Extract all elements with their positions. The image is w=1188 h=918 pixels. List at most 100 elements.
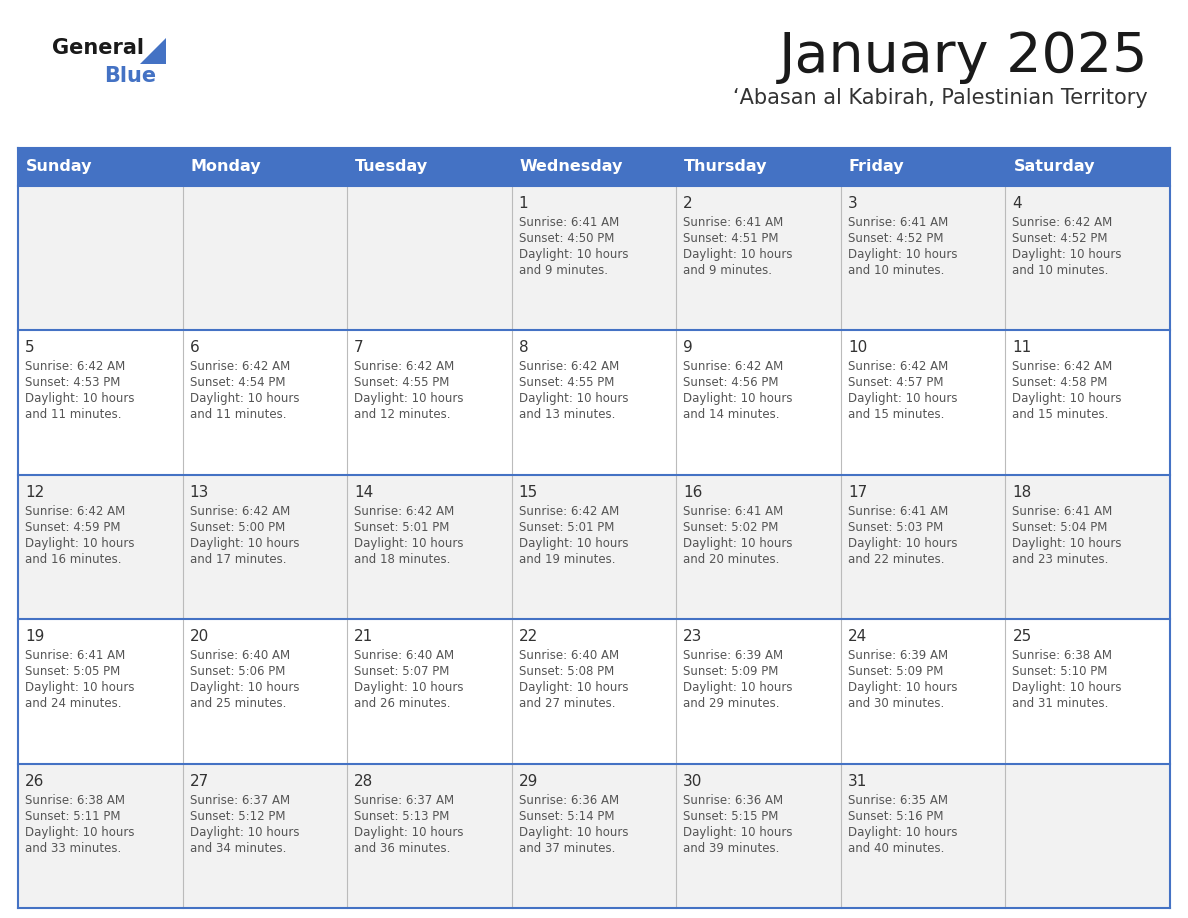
Text: 26: 26 [25, 774, 44, 789]
Text: 10: 10 [848, 341, 867, 355]
Text: and 10 minutes.: and 10 minutes. [1012, 264, 1108, 277]
Text: Sunset: 4:52 PM: Sunset: 4:52 PM [1012, 232, 1108, 245]
Text: Daylight: 10 hours: Daylight: 10 hours [1012, 681, 1121, 694]
Text: ‘Abasan al Kabirah, Palestinian Territory: ‘Abasan al Kabirah, Palestinian Territor… [733, 88, 1148, 108]
Text: Daylight: 10 hours: Daylight: 10 hours [354, 681, 463, 694]
Text: Sunset: 5:11 PM: Sunset: 5:11 PM [25, 810, 120, 823]
Text: Sunset: 4:53 PM: Sunset: 4:53 PM [25, 376, 120, 389]
Bar [18, 330, 1170, 475]
Text: 6: 6 [190, 341, 200, 355]
Text: Sunrise: 6:42 AM: Sunrise: 6:42 AM [25, 361, 125, 374]
Text: Sunset: 4:52 PM: Sunset: 4:52 PM [848, 232, 943, 245]
Text: Sunset: 5:03 PM: Sunset: 5:03 PM [848, 521, 943, 533]
Text: 9: 9 [683, 341, 693, 355]
Text: 19: 19 [25, 629, 44, 644]
Text: Sunrise: 6:42 AM: Sunrise: 6:42 AM [1012, 216, 1113, 229]
Text: 15: 15 [519, 485, 538, 499]
Text: Sunrise: 6:41 AM: Sunrise: 6:41 AM [848, 505, 948, 518]
Text: 17: 17 [848, 485, 867, 499]
Text: and 19 minutes.: and 19 minutes. [519, 553, 615, 565]
Text: 13: 13 [190, 485, 209, 499]
Text: 30: 30 [683, 774, 702, 789]
Text: and 11 minutes.: and 11 minutes. [25, 409, 121, 421]
Text: Daylight: 10 hours: Daylight: 10 hours [519, 825, 628, 839]
Text: Daylight: 10 hours: Daylight: 10 hours [519, 537, 628, 550]
Text: Sunset: 4:57 PM: Sunset: 4:57 PM [848, 376, 943, 389]
Text: Sunset: 4:56 PM: Sunset: 4:56 PM [683, 376, 779, 389]
Bar [18, 475, 1170, 620]
Text: and 29 minutes.: and 29 minutes. [683, 697, 779, 711]
Text: 27: 27 [190, 774, 209, 789]
Text: 16: 16 [683, 485, 702, 499]
Text: Sunrise: 6:41 AM: Sunrise: 6:41 AM [683, 505, 784, 518]
Text: 20: 20 [190, 629, 209, 644]
Text: 4: 4 [1012, 196, 1022, 211]
Text: and 9 minutes.: and 9 minutes. [683, 264, 772, 277]
Text: Daylight: 10 hours: Daylight: 10 hours [848, 537, 958, 550]
Text: Daylight: 10 hours: Daylight: 10 hours [190, 681, 299, 694]
Text: and 20 minutes.: and 20 minutes. [683, 553, 779, 565]
Bar [18, 148, 183, 186]
Text: Daylight: 10 hours: Daylight: 10 hours [519, 392, 628, 406]
Text: Daylight: 10 hours: Daylight: 10 hours [190, 392, 299, 406]
Bar [18, 186, 1170, 330]
Text: Sunrise: 6:42 AM: Sunrise: 6:42 AM [519, 361, 619, 374]
Text: Daylight: 10 hours: Daylight: 10 hours [848, 681, 958, 694]
Text: Sunrise: 6:41 AM: Sunrise: 6:41 AM [25, 649, 125, 662]
Text: and 24 minutes.: and 24 minutes. [25, 697, 121, 711]
Text: 21: 21 [354, 629, 373, 644]
Text: Sunset: 5:00 PM: Sunset: 5:00 PM [190, 521, 285, 533]
Text: January 2025: January 2025 [778, 30, 1148, 84]
Text: and 25 minutes.: and 25 minutes. [190, 697, 286, 711]
Text: Daylight: 10 hours: Daylight: 10 hours [25, 537, 134, 550]
Text: and 9 minutes.: and 9 minutes. [519, 264, 608, 277]
Text: Sunset: 4:59 PM: Sunset: 4:59 PM [25, 521, 120, 533]
Text: General: General [52, 38, 144, 58]
Text: Sunrise: 6:41 AM: Sunrise: 6:41 AM [519, 216, 619, 229]
Text: Daylight: 10 hours: Daylight: 10 hours [519, 248, 628, 261]
Text: Sunset: 5:09 PM: Sunset: 5:09 PM [848, 666, 943, 678]
Text: Sunrise: 6:40 AM: Sunrise: 6:40 AM [354, 649, 454, 662]
Text: and 16 minutes.: and 16 minutes. [25, 553, 121, 565]
Text: Sunrise: 6:41 AM: Sunrise: 6:41 AM [848, 216, 948, 229]
Text: Daylight: 10 hours: Daylight: 10 hours [683, 392, 792, 406]
Text: Daylight: 10 hours: Daylight: 10 hours [354, 392, 463, 406]
Text: Sunset: 4:51 PM: Sunset: 4:51 PM [683, 232, 779, 245]
Text: and 13 minutes.: and 13 minutes. [519, 409, 615, 421]
Text: Sunrise: 6:41 AM: Sunrise: 6:41 AM [683, 216, 784, 229]
Text: and 18 minutes.: and 18 minutes. [354, 553, 450, 565]
Text: Sunrise: 6:42 AM: Sunrise: 6:42 AM [354, 505, 454, 518]
Bar [1005, 148, 1170, 186]
Text: Blue: Blue [105, 66, 156, 86]
Text: and 30 minutes.: and 30 minutes. [848, 697, 944, 711]
Text: Sunrise: 6:36 AM: Sunrise: 6:36 AM [519, 793, 619, 807]
Text: Sunset: 5:04 PM: Sunset: 5:04 PM [1012, 521, 1107, 533]
Text: Sunrise: 6:39 AM: Sunrise: 6:39 AM [683, 649, 783, 662]
Text: 22: 22 [519, 629, 538, 644]
Bar [512, 148, 676, 186]
Text: Sunrise: 6:36 AM: Sunrise: 6:36 AM [683, 793, 783, 807]
Text: Daylight: 10 hours: Daylight: 10 hours [354, 825, 463, 839]
Text: 24: 24 [848, 629, 867, 644]
Text: Sunrise: 6:39 AM: Sunrise: 6:39 AM [848, 649, 948, 662]
Text: 1: 1 [519, 196, 529, 211]
Bar [183, 148, 347, 186]
Text: Saturday: Saturday [1013, 160, 1095, 174]
Text: and 17 minutes.: and 17 minutes. [190, 553, 286, 565]
Text: Sunset: 4:55 PM: Sunset: 4:55 PM [519, 376, 614, 389]
Text: Daylight: 10 hours: Daylight: 10 hours [683, 825, 792, 839]
Bar [18, 620, 1170, 764]
Text: Sunset: 5:15 PM: Sunset: 5:15 PM [683, 810, 778, 823]
Text: Sunrise: 6:42 AM: Sunrise: 6:42 AM [25, 505, 125, 518]
Text: and 15 minutes.: and 15 minutes. [848, 409, 944, 421]
Text: 12: 12 [25, 485, 44, 499]
Text: and 33 minutes.: and 33 minutes. [25, 842, 121, 855]
Text: Sunset: 5:12 PM: Sunset: 5:12 PM [190, 810, 285, 823]
Text: 14: 14 [354, 485, 373, 499]
Text: Sunset: 4:58 PM: Sunset: 4:58 PM [1012, 376, 1107, 389]
Text: Daylight: 10 hours: Daylight: 10 hours [683, 537, 792, 550]
Text: Sunset: 4:50 PM: Sunset: 4:50 PM [519, 232, 614, 245]
Text: 11: 11 [1012, 341, 1031, 355]
Text: and 12 minutes.: and 12 minutes. [354, 409, 450, 421]
Text: Sunset: 4:54 PM: Sunset: 4:54 PM [190, 376, 285, 389]
